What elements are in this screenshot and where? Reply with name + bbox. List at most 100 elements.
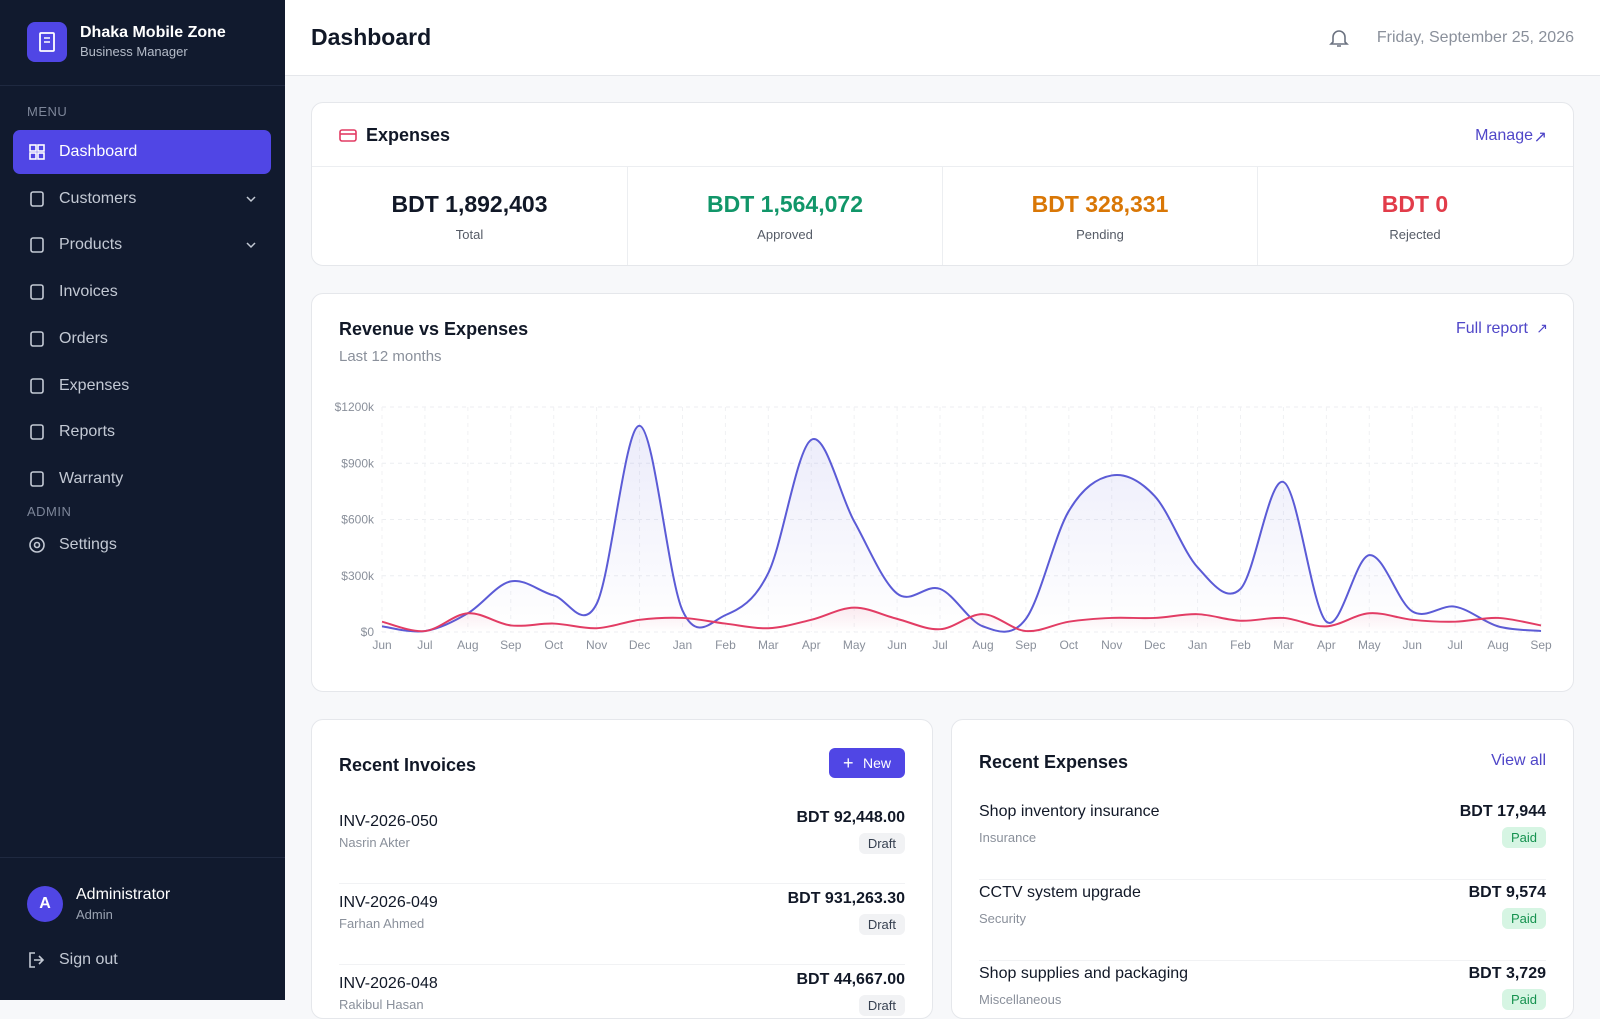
expense-row[interactable]: CCTV system upgrade Security BDT 9,574 P…: [979, 880, 1546, 961]
x-tick-label: Aug: [972, 638, 993, 652]
stat: BDT 0 Rejected: [1257, 166, 1572, 265]
admin-label: ADMIN: [27, 504, 72, 519]
menu-item[interactable]: Products: [13, 223, 271, 267]
customer: Nasrin Akter: [339, 835, 410, 850]
arrow-icon: ↗: [1536, 320, 1548, 336]
x-tick-label: Mar: [758, 638, 779, 652]
menu-icon: [30, 377, 44, 394]
stat: BDT 1,892,403 Total: [312, 166, 627, 265]
bell-icon[interactable]: [1328, 27, 1350, 49]
menu-item[interactable]: Reports: [13, 410, 271, 454]
x-tick-label: Jun: [1403, 638, 1422, 652]
card-title: Recent Expenses: [979, 752, 1129, 772]
x-tick-label: Jan: [1188, 638, 1207, 652]
customer: Farhan Ahmed: [339, 916, 425, 931]
brand-subtitle: Business Manager: [80, 44, 188, 59]
manage-link[interactable]: Manage: [1475, 127, 1533, 144]
stat-label: Rejected: [1389, 227, 1441, 242]
expense-category: Security: [979, 911, 1026, 926]
button-text: New: [862, 755, 891, 771]
x-tick-label: Sep: [1015, 638, 1037, 652]
x-tick-label: Aug: [457, 638, 478, 652]
menu-text: Warranty: [59, 469, 124, 487]
x-tick-label: Apr: [802, 638, 821, 652]
menu-text: Products: [59, 236, 123, 254]
x-tick-label: Dec: [629, 638, 650, 652]
x-tick-label: May: [843, 638, 866, 652]
menu-item[interactable]: Customers: [13, 177, 271, 221]
menu-icon: [30, 471, 44, 487]
menu-text: Settings: [59, 536, 117, 553]
menu-label: MENU: [27, 104, 68, 119]
menu-item[interactable]: Orders: [13, 317, 271, 361]
y-tick-label: $0: [361, 625, 375, 639]
menu-icon: [30, 424, 44, 440]
x-tick-label: Oct: [1059, 638, 1078, 652]
expense-name: CCTV system upgrade: [979, 884, 1141, 901]
plus-icon: +: [842, 753, 854, 773]
menu-text: Invoices: [59, 283, 118, 301]
x-tick-label: Jul: [417, 638, 432, 652]
invoice-row[interactable]: INV-2026-049 Farhan Ahmed BDT 931,263.30…: [339, 884, 905, 965]
x-tick-label: Sep: [1530, 638, 1552, 652]
chart-title: Revenue vs Expenses: [339, 319, 528, 339]
invoice-id: INV-2026-050: [339, 813, 438, 830]
card-title: Expenses: [366, 125, 451, 145]
line: [381, 606, 1542, 633]
stat-value: BDT 328,331: [1031, 191, 1169, 217]
full-report-link[interactable]: Full report: [1456, 320, 1529, 337]
menu-item[interactable]: Invoices: [13, 270, 271, 314]
x-tick-label: Nov: [1101, 638, 1122, 652]
amount: BDT 44,667.00: [796, 971, 905, 988]
brand-name: Dhaka Mobile Zone: [80, 24, 226, 41]
new-button[interactable]: + New: [828, 748, 905, 778]
invoice-id: INV-2026-048: [339, 975, 438, 992]
chart-subtitle: Last 12 months: [339, 348, 442, 365]
divider: [0, 857, 285, 858]
recent-expenses-card: Recent Expenses View all Shop inventory …: [951, 719, 1574, 1019]
stat-label: Approved: [757, 227, 813, 242]
menu-item[interactable]: Expenses: [13, 364, 271, 408]
divider: [0, 85, 285, 86]
expense-row[interactable]: Shop supplies and packaging Miscellaneou…: [979, 961, 1546, 1018]
sign-out[interactable]: Sign out: [13, 938, 271, 982]
x-tick-label: Jan: [673, 638, 692, 652]
expenses-card: Expenses Manage ↗ BDT 1,892,403 Total BDT…: [311, 102, 1574, 266]
expense-name: Shop inventory insurance: [979, 803, 1160, 820]
x-tick-label: Mar: [1273, 638, 1294, 652]
stat: BDT 328,331 Pending: [942, 166, 1257, 265]
invoice-row[interactable]: INV-2026-048 Rakibul Hasan BDT 44,667.00…: [339, 965, 905, 1018]
expense-row[interactable]: Shop inventory insurance Insurance BDT 1…: [979, 799, 1546, 880]
stat-label: Total: [455, 227, 484, 242]
amount: BDT 9,574: [1468, 884, 1546, 901]
menu-item[interactable]: Dashboard: [13, 130, 271, 174]
menu-text: Expenses: [59, 376, 130, 394]
status-badge: Draft: [858, 914, 905, 935]
date: Friday, September 25, 2026: [1376, 29, 1574, 46]
menu-icon: [30, 237, 44, 254]
invoices-card: Recent Invoices + New INV-2026-050 Nasrin…: [311, 719, 933, 1019]
invoice-id: INV-2026-049: [339, 894, 438, 911]
x-tick-label: May: [1358, 638, 1381, 652]
menu-item[interactable]: Settings: [13, 523, 271, 567]
stat-value: BDT 1,564,072: [707, 191, 863, 217]
y-tick-label: $1200k: [335, 400, 375, 414]
expense-category: Insurance: [979, 830, 1037, 845]
invoice-row[interactable]: INV-2026-050 Nasrin Akter BDT 92,448.00 …: [339, 803, 905, 884]
menu-icon: [30, 284, 44, 300]
x-tick-label: Jun: [887, 638, 906, 652]
menu-item[interactable]: Warranty: [13, 457, 271, 501]
area: [382, 425, 1541, 632]
user-role: Admin: [76, 907, 113, 922]
x-tick-label: Sep: [500, 638, 522, 652]
header: Dashboard Friday, September 25, 2026: [285, 0, 1600, 76]
sign-out-text: Sign out: [59, 951, 118, 968]
card-title: Recent Invoices: [339, 755, 477, 775]
view-all-link[interactable]: View all: [1491, 752, 1546, 769]
sidebar: Dhaka Mobile Zone Business Manager MENU …: [0, 0, 285, 1000]
line: [381, 424, 1542, 633]
x-tick-label: Apr: [1317, 638, 1336, 652]
menu-text: Customers: [59, 189, 137, 207]
amount: BDT 17,944: [1459, 803, 1546, 820]
